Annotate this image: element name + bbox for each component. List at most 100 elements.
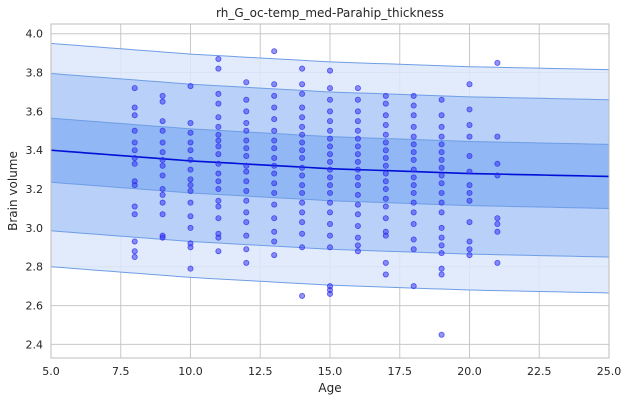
data-point — [326, 85, 333, 92]
data-point — [382, 186, 389, 193]
data-point — [438, 199, 445, 206]
data-point — [382, 139, 389, 146]
data-point — [215, 114, 222, 121]
data-point — [466, 133, 473, 140]
data-point — [326, 143, 333, 150]
data-point — [494, 215, 501, 222]
data-point — [382, 215, 389, 222]
data-point — [354, 108, 361, 115]
data-point — [187, 199, 194, 206]
data-point — [215, 55, 222, 62]
data-point — [382, 100, 389, 107]
data-point — [326, 108, 333, 115]
data-point — [131, 104, 138, 111]
data-point — [466, 168, 473, 175]
data-point — [410, 221, 417, 228]
data-points — [131, 48, 501, 338]
data-point — [410, 156, 417, 163]
data-point — [131, 112, 138, 119]
x-tick-label: 10.0 — [178, 365, 203, 378]
x-tick-label: 15.0 — [318, 365, 343, 378]
data-point — [271, 92, 278, 99]
data-point — [410, 199, 417, 206]
data-point — [494, 59, 501, 66]
data-point — [326, 118, 333, 125]
data-point — [438, 265, 445, 272]
data-point — [494, 221, 501, 228]
data-point — [131, 160, 138, 167]
band-edge-middle-upper — [51, 73, 609, 101]
data-point — [159, 156, 166, 163]
data-point — [131, 254, 138, 261]
data-point — [187, 187, 194, 194]
data-point — [243, 232, 250, 239]
data-point — [438, 250, 445, 257]
data-point — [187, 83, 194, 90]
data-point — [243, 209, 250, 216]
data-point — [215, 90, 222, 97]
data-point — [438, 164, 445, 171]
data-point — [382, 121, 389, 128]
data-point — [382, 112, 389, 119]
data-point — [326, 127, 333, 134]
data-point — [299, 131, 306, 138]
data-point — [131, 154, 138, 161]
data-point — [215, 65, 222, 72]
data-point — [410, 236, 417, 243]
data-point — [159, 211, 166, 218]
data-point — [215, 234, 222, 241]
data-point — [215, 203, 222, 210]
data-point — [354, 166, 361, 173]
data-point — [354, 242, 361, 249]
data-point — [271, 116, 278, 123]
data-point — [410, 92, 417, 99]
data-point — [466, 189, 473, 196]
x-tick-label: 7.5 — [112, 365, 130, 378]
data-point — [382, 271, 389, 278]
chart-title: rh_G_oc-temp_med-Parahip_thickness — [216, 6, 444, 20]
data-point — [215, 178, 222, 185]
data-point — [410, 174, 417, 181]
data-point — [299, 154, 306, 161]
data-point — [299, 199, 306, 206]
data-point — [326, 209, 333, 216]
data-point — [243, 108, 250, 115]
data-point — [326, 221, 333, 228]
data-point — [354, 85, 361, 92]
data-point — [243, 197, 250, 204]
data-point — [466, 219, 473, 226]
data-point — [243, 259, 250, 266]
data-point — [382, 170, 389, 177]
data-point — [326, 151, 333, 158]
data-point — [243, 79, 250, 86]
data-point — [354, 211, 361, 218]
data-point — [326, 135, 333, 142]
data-point — [494, 160, 501, 167]
y-tick-label: 3.0 — [26, 222, 44, 235]
data-point — [187, 224, 194, 231]
data-point — [326, 67, 333, 74]
data-point — [187, 244, 194, 251]
x-tick-label: 12.5 — [248, 365, 273, 378]
data-point — [187, 176, 194, 183]
data-point — [271, 201, 278, 208]
data-point — [131, 238, 138, 245]
y-tick-label: 3.4 — [26, 144, 44, 157]
data-point — [326, 182, 333, 189]
data-point — [299, 292, 306, 299]
data-point — [354, 96, 361, 103]
data-point — [243, 219, 250, 226]
data-point — [299, 209, 306, 216]
data-point — [438, 112, 445, 119]
data-point — [354, 201, 361, 208]
data-point — [299, 139, 306, 146]
data-point — [299, 230, 306, 237]
data-point — [410, 133, 417, 140]
data-point — [354, 248, 361, 255]
data-point — [299, 90, 306, 97]
data-point — [159, 191, 166, 198]
data-point — [410, 246, 417, 253]
data-point — [326, 199, 333, 206]
band-edge-outer-upper — [51, 42, 609, 71]
data-point — [354, 191, 361, 198]
